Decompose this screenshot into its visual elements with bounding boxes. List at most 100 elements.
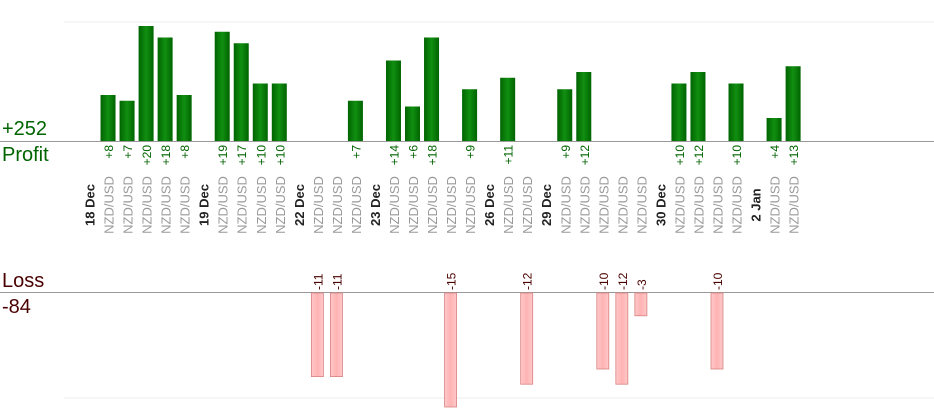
profit-bar[interactable] <box>557 89 573 141</box>
profit-bar[interactable] <box>424 37 440 142</box>
profit-bar[interactable] <box>766 118 782 141</box>
loss-bar[interactable] <box>596 292 610 370</box>
profit-label: Profit <box>2 144 49 166</box>
profit-bar[interactable] <box>233 43 249 141</box>
profit-bar[interactable] <box>385 60 401 142</box>
pair-label: NZD/USD <box>102 176 117 234</box>
pair-label: NZD/USD <box>710 176 725 234</box>
loss-total: -84 <box>2 296 31 318</box>
profit-value-label: +9 <box>559 145 573 159</box>
bar-layer <box>100 26 801 408</box>
date-label: 29 Dec <box>539 184 554 226</box>
loss-bar[interactable] <box>520 292 534 385</box>
loss-bar[interactable] <box>710 292 724 370</box>
pair-label: NZD/USD <box>444 176 459 234</box>
pair-label: NZD/USD <box>216 176 231 234</box>
loss-value-label: -15 <box>445 272 459 290</box>
profit-value-label: +10 <box>673 145 687 166</box>
pair-label: NZD/USD <box>615 176 630 234</box>
loss-label: Loss <box>2 270 45 292</box>
profit-bar[interactable] <box>347 100 363 141</box>
profit-bar[interactable] <box>671 83 687 142</box>
profit-value-label: +10 <box>273 145 287 166</box>
profit-value-label: +18 <box>426 145 440 166</box>
pair-label: NZD/USD <box>691 176 706 234</box>
profit-bar[interactable] <box>157 37 173 142</box>
profit-bar[interactable] <box>728 83 744 142</box>
profit-value-label: +8 <box>178 145 192 159</box>
pair-label: NZD/USD <box>520 176 535 234</box>
pair-label: NZD/USD <box>577 176 592 234</box>
profit-bar[interactable] <box>576 72 592 141</box>
date-label: 30 Dec <box>653 184 668 226</box>
profit-bar[interactable] <box>690 72 706 141</box>
loss-value-label: -12 <box>521 272 535 290</box>
profit-value-label: +11 <box>502 145 516 165</box>
pair-label: NZD/USD <box>349 176 364 234</box>
loss-bar[interactable] <box>615 292 629 385</box>
profit-value-label: +10 <box>254 145 268 166</box>
profit-bar[interactable] <box>119 100 135 141</box>
profit-bar[interactable] <box>271 83 287 142</box>
profit-bar[interactable] <box>214 31 230 141</box>
profit-value-label: +6 <box>407 145 421 159</box>
pair-label: NZD/USD <box>768 176 783 234</box>
profit-total: +252 <box>2 118 48 140</box>
profit-value-label: +12 <box>692 145 706 166</box>
date-label: 22 Dec <box>292 184 307 226</box>
profit-value-label: +10 <box>730 145 744 166</box>
pair-label: NZD/USD <box>596 176 611 234</box>
pair-label: NZD/USD <box>159 176 174 234</box>
profit-value-label: +7 <box>349 145 363 159</box>
date-label: 19 Dec <box>197 184 212 226</box>
loss-value-label: -11 <box>330 273 344 290</box>
profit-bar[interactable] <box>138 26 154 141</box>
pair-label: NZD/USD <box>311 176 326 234</box>
profit-value-label: +13 <box>787 145 801 166</box>
pair-label: NZD/USD <box>254 176 269 234</box>
pair-label: NZD/USD <box>463 176 478 234</box>
profit-bar[interactable] <box>252 83 268 142</box>
profit-bar[interactable] <box>100 95 116 141</box>
loss-bar[interactable] <box>444 292 457 408</box>
profit-value-label: +17 <box>235 145 249 166</box>
profit-value-label: +8 <box>102 145 116 159</box>
pair-label: NZD/USD <box>558 176 573 234</box>
profit-value-label: +14 <box>387 145 401 166</box>
pair-label: NZD/USD <box>501 176 516 234</box>
profit-bar[interactable] <box>405 106 421 142</box>
loss-value-label: -12 <box>616 272 630 290</box>
profit-bar[interactable] <box>500 77 516 141</box>
pair-label: NZD/USD <box>178 176 193 234</box>
date-label: 18 Dec <box>83 184 98 226</box>
date-label: 2 Jan <box>749 188 764 221</box>
loss-value-label: -10 <box>711 272 725 290</box>
profit-value-label: +12 <box>578 145 592 166</box>
profit-value-label: +4 <box>768 145 782 159</box>
pair-label: NZD/USD <box>787 176 802 234</box>
profit-value-label: +7 <box>121 145 135 159</box>
profit-bar[interactable] <box>785 66 801 141</box>
label-layer: 18 Dec NZD/USD +8 NZD/USD +7 NZD/USD +20 NZD/US… <box>83 145 802 290</box>
profit-value-label: +18 <box>159 145 173 166</box>
pair-label: NZD/USD <box>387 176 402 234</box>
pair-label: NZD/USD <box>406 176 421 234</box>
loss-bar[interactable] <box>329 292 343 377</box>
loss-value-label: -10 <box>597 272 611 290</box>
profit-value-label: +9 <box>464 145 478 159</box>
pair-label: NZD/USD <box>425 176 440 234</box>
pair-label: NZD/USD <box>730 176 745 234</box>
loss-bar[interactable] <box>310 292 324 377</box>
profit-bar[interactable] <box>462 89 478 141</box>
loss-bar[interactable] <box>634 292 648 317</box>
pair-label: NZD/USD <box>672 176 687 234</box>
profit-value-label: +19 <box>216 145 230 166</box>
pair-label: NZD/USD <box>330 176 345 234</box>
pair-label: NZD/USD <box>235 176 250 234</box>
profit-bar[interactable] <box>176 95 192 141</box>
pair-label: NZD/USD <box>634 176 649 234</box>
loss-value-label: -3 <box>635 279 649 290</box>
profit-value-label: +20 <box>140 145 154 166</box>
date-label: 26 Dec <box>482 184 497 226</box>
